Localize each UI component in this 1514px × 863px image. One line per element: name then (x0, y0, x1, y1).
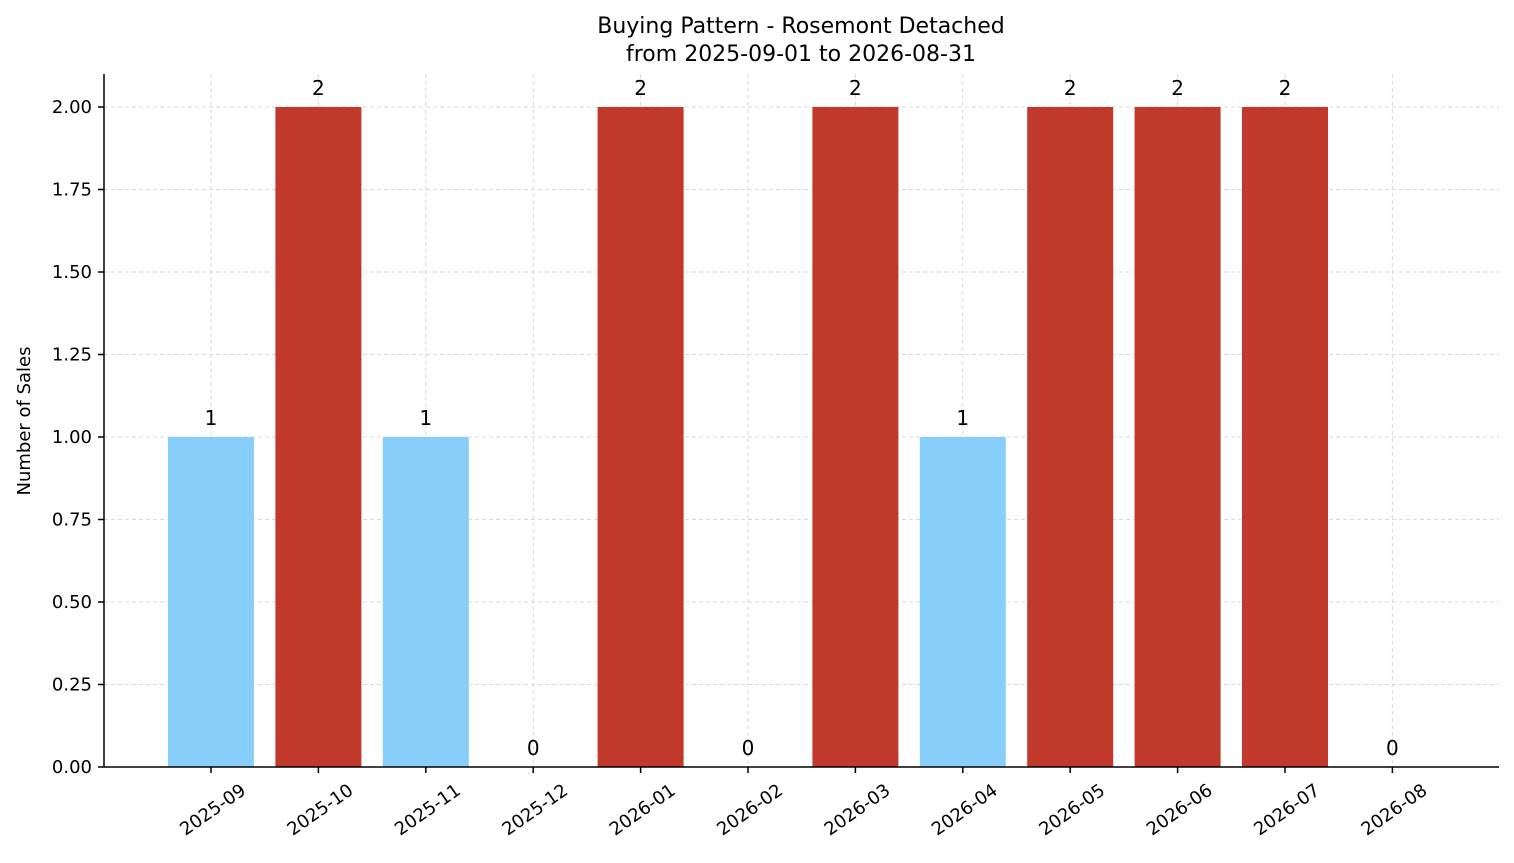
y-tick-label: 0.75 (52, 510, 92, 531)
x-tick-label: 2025-10 (284, 780, 358, 840)
bar-2025-09 (168, 437, 254, 767)
axes-layer (98, 74, 1499, 773)
bar-value-label: 2 (1171, 76, 1184, 100)
chart-subtitle: from 2025-09-01 to 2026-08-31 (626, 42, 976, 67)
x-tick-label: 2026-03 (821, 780, 895, 840)
y-tick-label: 1.25 (52, 345, 92, 366)
bar-2026-01 (597, 107, 684, 767)
y-tick-label: 1.50 (52, 262, 92, 283)
bars-layer (168, 107, 1328, 767)
bar-value-label: 2 (1279, 76, 1292, 100)
x-tick-label: 2026-01 (606, 780, 680, 840)
bar-value-label: 1 (205, 406, 218, 430)
x-tick-label: 2025-09 (176, 780, 250, 840)
bar-2026-07 (1242, 107, 1328, 767)
x-tick-label: 2026-04 (928, 780, 1002, 840)
y-tick-label: 0.50 (52, 592, 92, 613)
bar-value-label: 2 (312, 76, 325, 100)
y-tick-label: 1.00 (52, 427, 92, 448)
x-tick-label: 2026-06 (1143, 780, 1217, 840)
y-tick-label: 0.00 (52, 757, 92, 778)
bar-2026-03 (812, 107, 899, 767)
bar-2026-04 (919, 437, 1006, 767)
y-tick-label: 2.00 (52, 97, 92, 118)
bar-2026-06 (1134, 107, 1221, 767)
y-axis-label: Number of Sales (14, 346, 35, 495)
bar-value-label: 0 (1386, 736, 1399, 760)
y-tick-label: 1.75 (52, 180, 92, 201)
x-tick-label: 2026-08 (1358, 780, 1432, 840)
bar-value-label: 1 (956, 406, 969, 430)
x-tick-label: 2026-02 (713, 780, 787, 840)
y-tick-label: 0.25 (52, 675, 92, 696)
bar-value-label: 0 (527, 736, 540, 760)
bar-value-label: 0 (742, 736, 755, 760)
labels-layer: 0.00 0.25 0.50 0.75 1.00 1.25 1.50 1.75 2.00 1 2 1 0… (52, 76, 1431, 840)
x-tick-label: 2026-07 (1250, 780, 1324, 840)
bar-value-label: 1 (419, 406, 432, 430)
chart-title: Buying Pattern - Rosemont Detached (597, 14, 1004, 39)
bar-2025-10 (275, 107, 362, 767)
bar-2025-11 (382, 437, 469, 767)
x-tick-label: 2026-05 (1035, 780, 1109, 840)
bar-2026-05 (1027, 107, 1114, 767)
bar-value-label: 2 (634, 76, 647, 100)
bar-value-label: 2 (1064, 76, 1077, 100)
x-tick-label: 2025-11 (391, 780, 465, 840)
bar-value-label: 2 (849, 76, 862, 100)
x-tick-label: 2025-12 (498, 780, 572, 840)
